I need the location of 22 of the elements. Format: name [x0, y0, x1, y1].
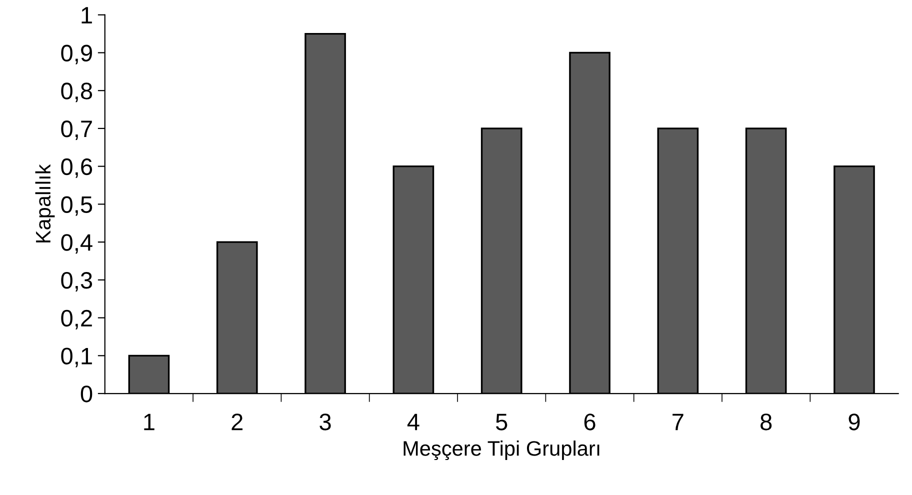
x-tick-label: 2 [232, 414, 242, 430]
y-axis-title: Kapalılık [35, 164, 55, 242]
y-tick-label: 1 [82, 7, 92, 24]
y-tick-label: 0 [80, 386, 92, 402]
x-tick-label: 5 [496, 414, 508, 430]
y-tick-label: 0,7 [61, 120, 92, 140]
y-tick-label: 0,5 [61, 196, 92, 216]
x-tick-label: 4 [407, 414, 420, 430]
x-tick-label: 7 [672, 414, 684, 430]
x-axis-title: Meşçere Tipi Grupları [404, 440, 600, 460]
x-tick-label: 8 [760, 414, 772, 430]
y-tick-label: 0,2 [61, 310, 92, 330]
y-tick-label: 0,3 [61, 272, 92, 292]
x-tick-label: 1 [144, 414, 154, 430]
y-tick-label: 0,6 [61, 158, 92, 178]
y-tick-label: 0,9 [61, 44, 92, 64]
x-tick-label: 9 [848, 414, 860, 430]
y-tick-label: 0,8 [61, 82, 92, 102]
y-tick-label: 0,1 [61, 348, 92, 368]
y-tick-label: 0,4 [61, 234, 92, 254]
x-tick-label: 3 [320, 414, 331, 430]
x-tick-label: 6 [584, 414, 596, 430]
